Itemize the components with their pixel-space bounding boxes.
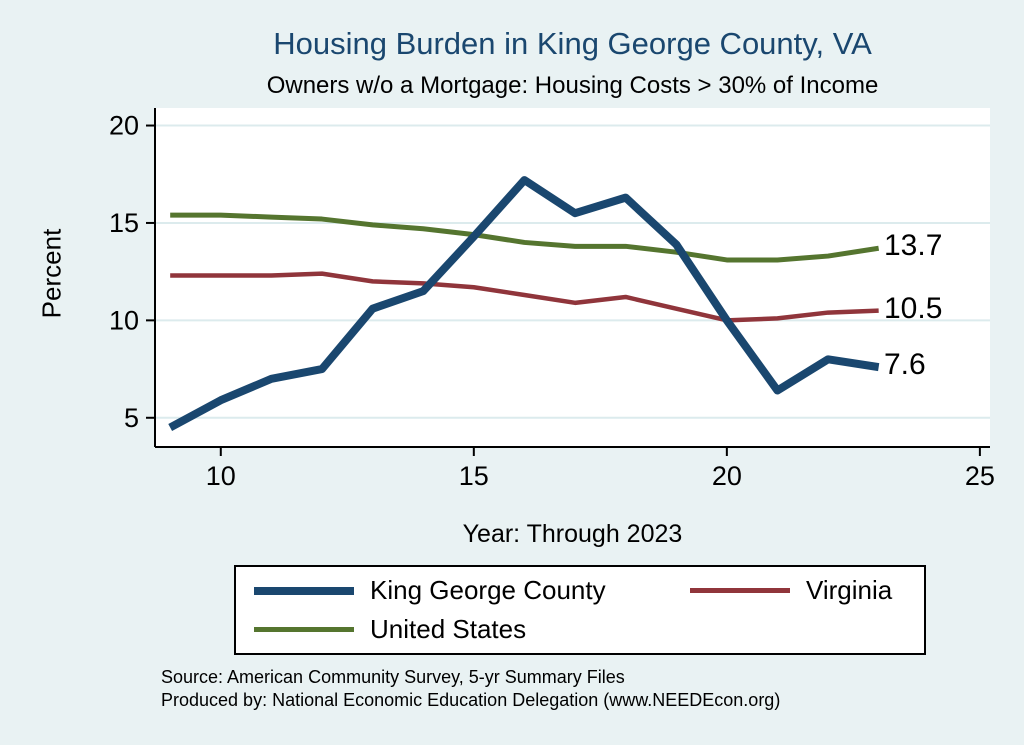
x-axis-label: Year: Through 2023	[462, 520, 683, 548]
y-tick-label-20: 20	[109, 111, 139, 141]
legend-swatch-united-states	[254, 626, 354, 632]
legend: King George County Virginia United State…	[234, 565, 926, 655]
legend-label-king-george-county: King George County	[370, 575, 606, 606]
x-tick-label-15: 15	[459, 461, 489, 491]
series-line-king-george-county	[168, 176, 880, 432]
end-label-united-states: 13.7	[884, 229, 943, 263]
x-tick-label-20: 20	[712, 461, 742, 491]
y-tick-label-10: 10	[109, 305, 139, 335]
legend-item-united-states: United States	[236, 614, 672, 645]
x-tick-label-10: 10	[206, 461, 236, 491]
y-tick-label-15: 15	[109, 208, 139, 238]
source-line-1: Source: American Community Survey, 5-yr …	[161, 667, 625, 687]
legend-item-virginia: Virginia	[672, 575, 892, 606]
legend-row-1: King George County Virginia	[236, 572, 924, 610]
legend-label-virginia: Virginia	[806, 575, 893, 606]
end-label-virginia: 10.5	[884, 291, 943, 325]
legend-swatch-king-george-county	[254, 586, 354, 595]
source-line-2: Produced by: National Economic Education…	[161, 690, 781, 710]
legend-row-2: United States	[236, 610, 924, 648]
chart-subtitle: Owners w/o a Mortgage: Housing Costs > 3…	[266, 72, 879, 99]
end-label-king-george: 7.6	[884, 348, 926, 382]
chart-title: Housing Burden in King George County, VA	[273, 26, 872, 61]
source-note: Source: American Community Survey, 5-yr …	[161, 666, 780, 712]
y-tick-label-5: 5	[124, 403, 139, 433]
series-line-virginia	[170, 271, 879, 323]
legend-swatch-virginia	[690, 588, 790, 594]
series-line-united-states	[170, 212, 880, 263]
legend-label-united-states: United States	[370, 613, 527, 644]
plot-area	[155, 108, 990, 447]
legend-item-king-george-county: King George County	[236, 575, 672, 606]
x-tick-label-25: 25	[965, 461, 995, 491]
